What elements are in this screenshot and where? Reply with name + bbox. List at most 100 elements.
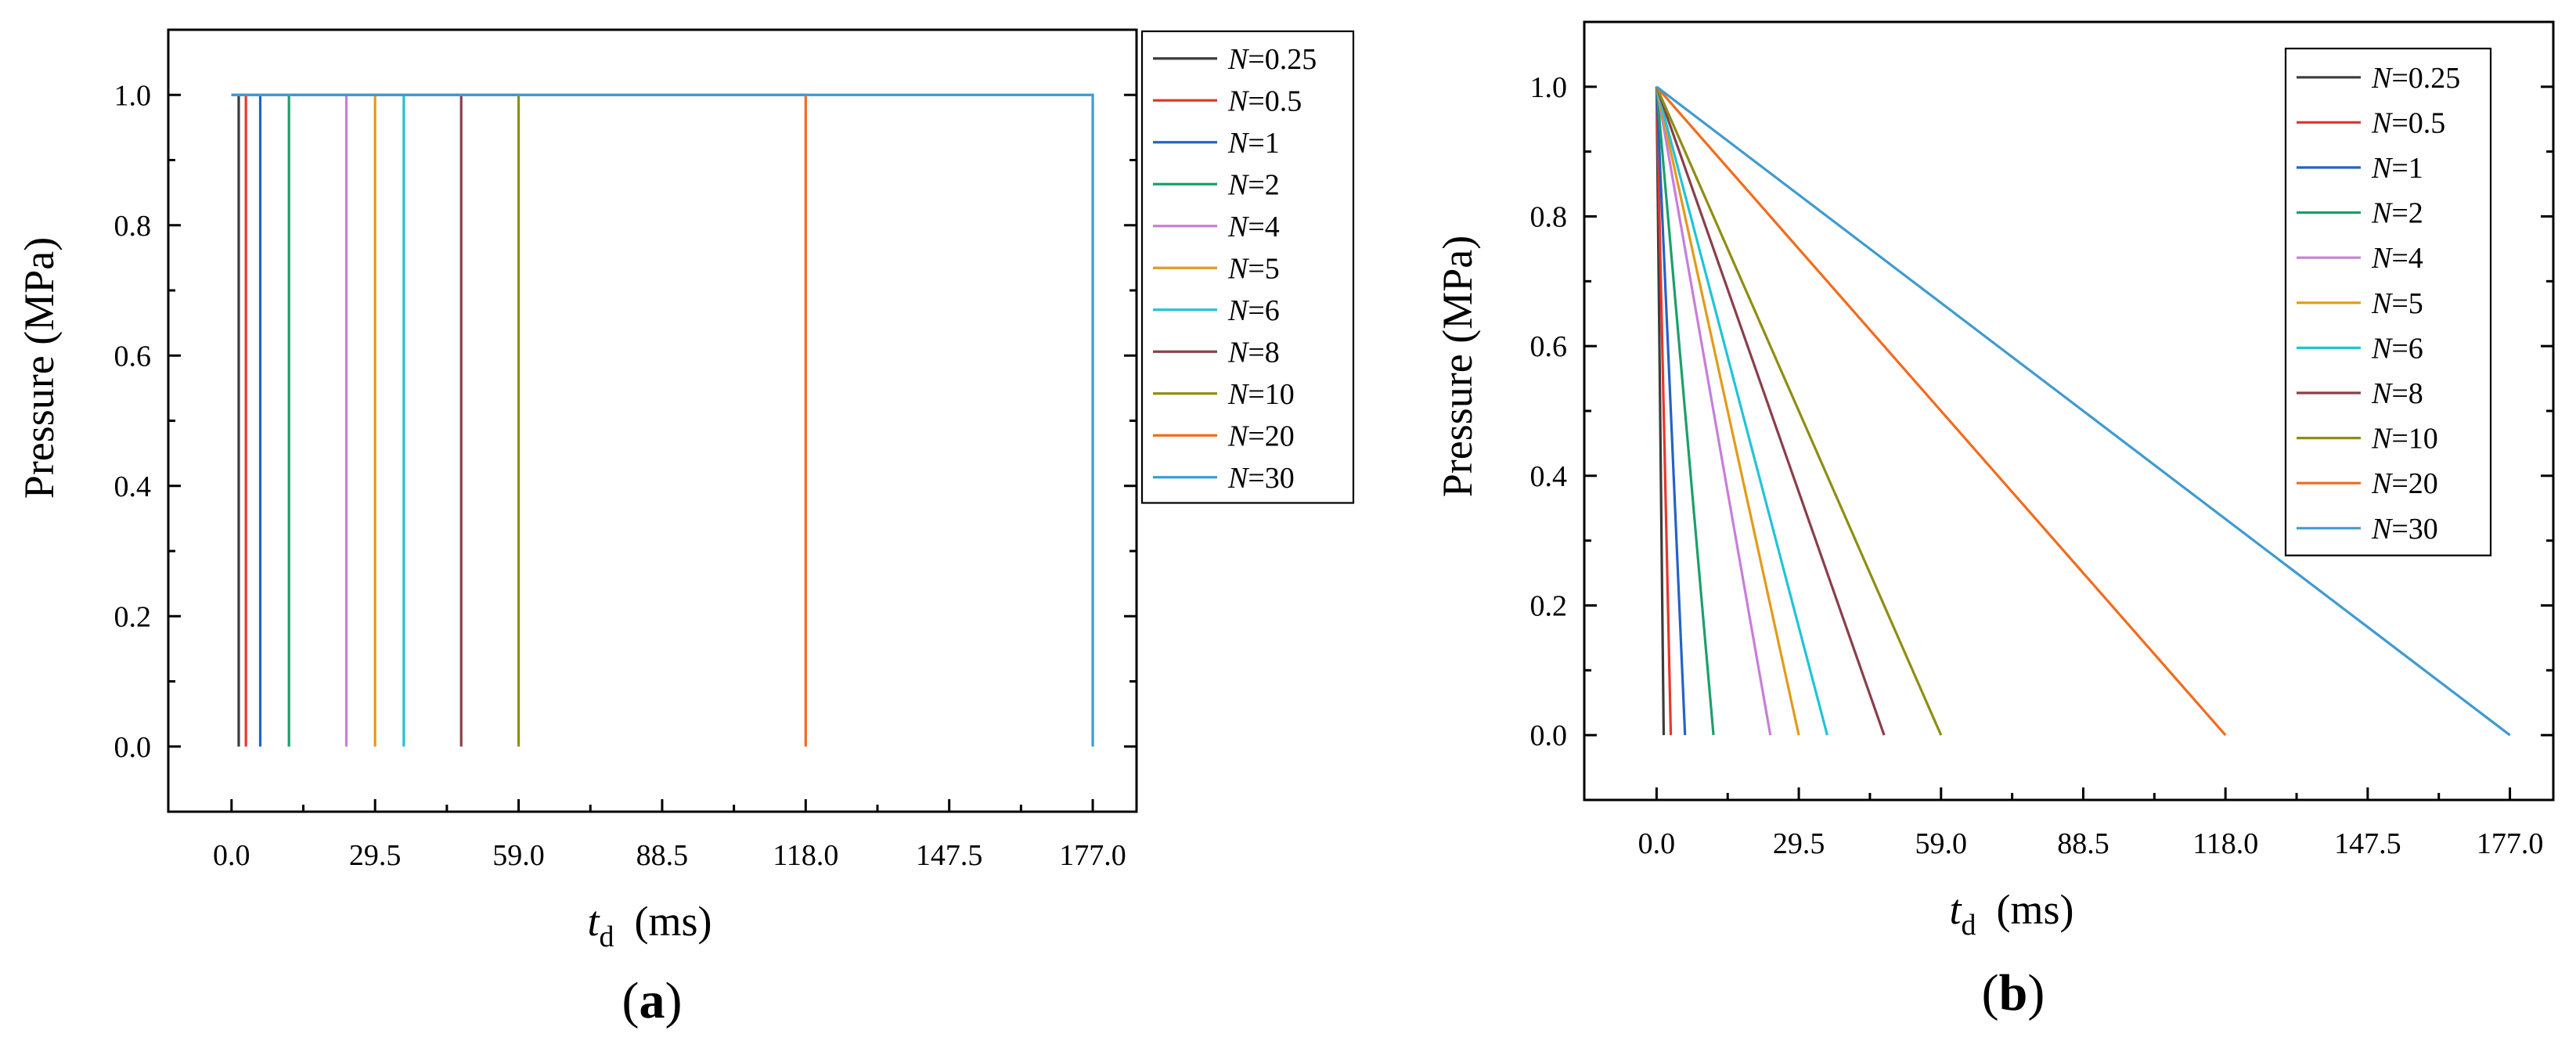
legend-label-val-7: =8 — [2391, 377, 2423, 410]
legend-label-var-0: N — [1227, 43, 1250, 76]
legend-label-10: N=30 — [2371, 513, 2438, 546]
legend-label-2: N=1 — [1227, 127, 1280, 160]
panel-label-open: ( — [622, 972, 639, 1029]
series-line-6 — [1655, 86, 1828, 736]
legend-label-val-0: =0.25 — [1248, 43, 1317, 76]
x-tick-label-2: 59.0 — [492, 839, 545, 872]
panel-label-close: ) — [2027, 964, 2045, 1021]
legend-label-2: N=1 — [2371, 152, 2423, 185]
y-tick-label-0: 0.0 — [114, 731, 152, 764]
x-tick-label-5: 147.5 — [916, 839, 983, 872]
legend-label-val-3: =2 — [1248, 168, 1279, 201]
x-tick-label-1: 29.5 — [1773, 827, 1825, 860]
legend-label-var-9: N — [2371, 467, 2394, 500]
legend-label-val-3: =2 — [2391, 197, 2423, 230]
series-line-3 — [1655, 86, 1715, 736]
legend-label-var-3: N — [1227, 168, 1250, 201]
y-tick-label-0: 0.0 — [1530, 719, 1568, 752]
series-line-10 — [231, 93, 1094, 747]
y-tick-label-5: 1.0 — [1530, 71, 1568, 104]
legend-label-var-1: N — [2371, 106, 2394, 139]
y-tick-label-5: 1.0 — [114, 79, 152, 112]
x-axis-label-unit: (ms) — [1997, 886, 2074, 933]
y-axis-label: Pressure (MPa) — [16, 237, 63, 499]
legend-label-val-2: =1 — [2391, 152, 2423, 185]
y-tick-label-2: 0.4 — [1530, 460, 1568, 493]
legend-label-6: N=6 — [1227, 294, 1280, 327]
panel-label: (a) — [622, 972, 683, 1029]
series-line-9 — [1655, 85, 2227, 737]
legend-label-1: N=0.5 — [1227, 85, 1302, 117]
y-tick-label-4: 0.8 — [1530, 201, 1568, 234]
y-tick-label-1: 0.2 — [1530, 590, 1568, 623]
legend-label-var-6: N — [1227, 294, 1250, 327]
legend-label-val-6: =6 — [1248, 294, 1279, 327]
legend-label-1: N=0.5 — [2371, 106, 2445, 139]
legend-label-7: N=8 — [2371, 377, 2423, 410]
legend-label-5: N=5 — [1227, 252, 1280, 285]
x-tick-label-6: 177.0 — [1059, 839, 1126, 872]
series-line-7 — [1655, 86, 1886, 736]
x-tick-label-1: 29.5 — [349, 839, 402, 872]
y-axis-label: Pressure (MPa) — [1434, 236, 1481, 497]
legend-label-val-9: =20 — [1248, 420, 1294, 452]
legend-label-3: N=2 — [1227, 168, 1280, 201]
series-line-5 — [231, 93, 376, 747]
series-line-5 — [1655, 86, 1800, 736]
x-axis-label-subscript: d — [600, 920, 614, 953]
legend-label-var-8: N — [1227, 378, 1250, 411]
legend-label-9: N=20 — [2371, 467, 2438, 500]
x-axis-label: td (ms) — [588, 898, 712, 953]
legend-label-var-3: N — [2371, 197, 2394, 230]
y-tick-label-1: 0.2 — [114, 600, 152, 633]
legend-label-var-9: N — [1227, 420, 1250, 452]
legend-label-4: N=4 — [1227, 211, 1280, 243]
panel-label: (b) — [1982, 964, 2045, 1021]
x-axis-label-subscript: d — [1962, 909, 1976, 942]
legend-label-val-7: =8 — [1248, 336, 1279, 369]
legend-label-val-0: =0.25 — [2391, 62, 2460, 95]
legend-label-3: N=2 — [2371, 197, 2423, 230]
x-axis-label-symbol: t — [588, 898, 601, 945]
x-tick-label-6: 177.0 — [2477, 827, 2544, 860]
legend-box — [1140, 30, 1355, 504]
x-tick-label-4: 118.0 — [773, 839, 838, 872]
x-tick-label-4: 118.0 — [2192, 827, 2258, 860]
legend-label-var-4: N — [1227, 211, 1250, 243]
legend-label-8: N=10 — [2371, 423, 2438, 456]
y-tick-label-3: 0.6 — [114, 340, 152, 373]
legend-label-var-5: N — [2371, 287, 2394, 320]
legend-label-val-4: =4 — [2391, 242, 2423, 275]
legend-label-val-6: =6 — [2391, 332, 2423, 365]
plot-frame — [167, 28, 1138, 813]
legend-label-var-4: N — [2371, 242, 2394, 275]
legend-label-5: N=5 — [2371, 287, 2423, 320]
x-axis-label: td (ms) — [1950, 886, 2074, 942]
legend-label-8: N=10 — [1227, 378, 1295, 411]
legend-label-var-6: N — [2371, 332, 2394, 365]
x-axis-label-unit: (ms) — [635, 898, 712, 945]
panel-label-close: ) — [665, 972, 683, 1029]
y-tick-label-3: 0.6 — [1530, 330, 1568, 363]
legend-label-var-2: N — [1227, 127, 1250, 160]
x-tick-label-5: 147.5 — [2334, 827, 2401, 860]
x-tick-label-2: 59.0 — [1915, 827, 1968, 860]
series-line-6 — [231, 93, 405, 747]
chart-panel-b: 0.0 29.5 59.0 88.5 118.0 147.5 177.0 0.0 0.2 0.4 0… — [1434, 20, 2555, 1021]
legend-label-val-10: =30 — [1248, 462, 1294, 495]
series-line-1 — [1655, 86, 1673, 736]
legend-label-val-4: =4 — [1248, 211, 1279, 243]
chart-panel-a: 0.0 29.5 59.0 88.5 118.0 147.5 177.0 0.0 0.2 0.4 0… — [16, 28, 1355, 1029]
legend-label-var-0: N — [2371, 62, 2394, 95]
y-tick-label-4: 0.8 — [114, 210, 152, 243]
x-tick-label-0: 0.0 — [1638, 827, 1676, 860]
panel-label-letter: b — [1999, 964, 2028, 1021]
legend-label-var-1: N — [1227, 85, 1250, 117]
legend-label-9: N=20 — [1227, 420, 1295, 452]
legend-label-var-7: N — [2371, 377, 2394, 410]
series-line-0 — [231, 93, 240, 747]
series-line-10 — [1655, 85, 2511, 737]
series-line-4 — [1655, 86, 1772, 736]
panel-label-letter: a — [639, 972, 665, 1029]
